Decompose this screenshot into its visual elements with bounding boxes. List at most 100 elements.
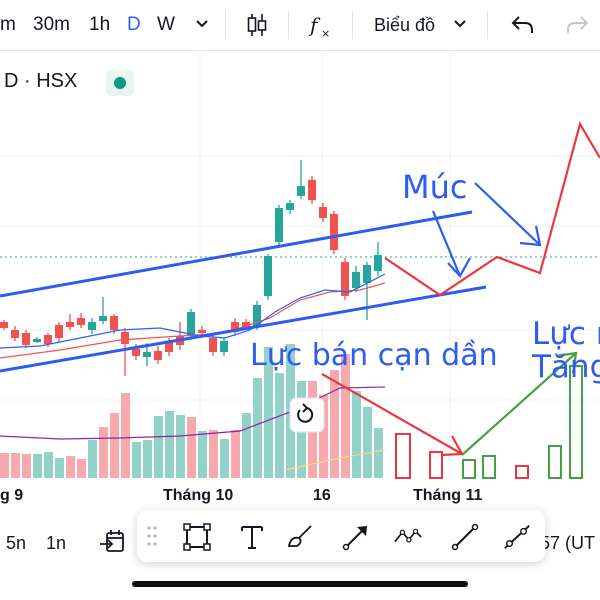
x-axis-label: Tháng 10 bbox=[163, 487, 234, 504]
candle-body bbox=[132, 349, 140, 356]
candle-body bbox=[275, 208, 283, 242]
candle-body bbox=[352, 272, 360, 288]
undo-icon[interactable] bbox=[510, 14, 536, 36]
indicator-line bbox=[284, 449, 386, 471]
candle-body bbox=[231, 322, 239, 332]
path-tool-icon[interactable] bbox=[393, 522, 423, 552]
volume-bar bbox=[44, 452, 53, 478]
channel-lower-trendline[interactable] bbox=[0, 285, 487, 373]
volume-bar bbox=[330, 370, 339, 478]
reset-chart-button[interactable] bbox=[289, 397, 325, 433]
annotation-buying-line1[interactable]: Lực m bbox=[532, 316, 600, 352]
ray-tool-icon[interactable] bbox=[502, 522, 532, 552]
candle-body bbox=[374, 255, 382, 271]
candle-body bbox=[341, 262, 349, 296]
volume-bar bbox=[242, 413, 251, 478]
toolbar-divider bbox=[487, 11, 488, 39]
brush-tool-icon[interactable] bbox=[285, 522, 315, 552]
volume-bar bbox=[22, 454, 31, 478]
status-dot-icon bbox=[114, 77, 126, 89]
volume-bar bbox=[99, 427, 108, 478]
timezone-label[interactable]: 57 (UT bbox=[540, 533, 596, 553]
toolbar-divider bbox=[225, 11, 226, 39]
candle-body bbox=[253, 305, 261, 327]
volume-bar bbox=[11, 453, 20, 478]
candle-body bbox=[88, 322, 96, 330]
moving-average-fast bbox=[0, 273, 386, 349]
volume-bar bbox=[319, 395, 328, 478]
annotation-muc[interactable]: Múc bbox=[402, 168, 468, 206]
volume-bar bbox=[121, 393, 130, 478]
candle-body bbox=[55, 325, 63, 338]
arrow-tool-icon[interactable] bbox=[341, 522, 371, 552]
candlestick-icon[interactable] bbox=[245, 12, 269, 38]
x-axis-label: Tháng 11 bbox=[413, 487, 483, 504]
fx-icon[interactable]: f × bbox=[308, 12, 334, 40]
chevron-down-icon[interactable] bbox=[452, 18, 468, 30]
volume-bar bbox=[363, 407, 372, 478]
svg-text:×: × bbox=[321, 27, 330, 40]
home-indicator bbox=[132, 581, 468, 587]
candle-body bbox=[11, 330, 19, 338]
volume-bar bbox=[132, 442, 141, 478]
volume-bar bbox=[154, 416, 163, 478]
redo-icon[interactable] bbox=[564, 14, 590, 36]
candle-body bbox=[363, 265, 371, 283]
price-chart[interactable] bbox=[0, 51, 600, 480]
candle-body bbox=[0, 322, 8, 328]
volume-bar bbox=[341, 354, 350, 478]
volume-bar bbox=[143, 440, 152, 478]
candle-body bbox=[297, 186, 305, 196]
candle-body bbox=[165, 341, 173, 352]
projection-path[interactable] bbox=[384, 121, 600, 297]
candle-body bbox=[22, 333, 30, 345]
x-axis-label: 16 bbox=[313, 487, 331, 504]
candle-body bbox=[66, 322, 74, 327]
candle-body bbox=[286, 203, 294, 210]
volume-bar bbox=[187, 417, 196, 478]
interval-30m[interactable]: 30m bbox=[33, 14, 70, 35]
volume-bar bbox=[198, 431, 207, 478]
drag-handle-icon[interactable] bbox=[145, 524, 159, 548]
volume-bar bbox=[165, 411, 174, 478]
market-status-indicator bbox=[106, 70, 134, 96]
volume-bar bbox=[209, 430, 218, 478]
annotation-selling-exhaustion[interactable]: Lực bán cạn dần bbox=[250, 338, 498, 373]
drawing-toolbar bbox=[137, 510, 545, 562]
candle-body bbox=[110, 316, 118, 330]
candle-body bbox=[242, 322, 250, 327]
volume-bar bbox=[77, 459, 86, 478]
volume-bar bbox=[374, 428, 383, 478]
interval-1h[interactable]: 1h bbox=[89, 14, 111, 35]
interval-day[interactable]: D bbox=[127, 14, 141, 35]
reset-icon bbox=[297, 403, 314, 423]
candle-body bbox=[319, 207, 327, 218]
rectangle-tool-icon[interactable] bbox=[182, 522, 212, 552]
candlesticks bbox=[0, 160, 382, 376]
candle-body bbox=[121, 332, 129, 344]
symbol-label[interactable]: D · HSX bbox=[4, 70, 78, 92]
volume-bar bbox=[33, 454, 42, 478]
volume-bar bbox=[220, 439, 229, 478]
range-1-year[interactable]: 1n bbox=[46, 533, 67, 553]
buy-arrow-1[interactable] bbox=[431, 210, 471, 278]
interval-week[interactable]: W bbox=[157, 14, 175, 35]
volume-average-line bbox=[0, 386, 386, 440]
interval-minutes-partial[interactable]: m bbox=[0, 14, 16, 35]
annotation-buying-line2[interactable]: Tăng bbox=[532, 349, 600, 385]
buy-arrow-2[interactable] bbox=[474, 182, 542, 247]
candle-body bbox=[33, 339, 41, 342]
range-5-years[interactable]: 5n bbox=[6, 533, 27, 553]
calendar-arrow-icon[interactable] bbox=[98, 528, 126, 556]
candle-body bbox=[209, 338, 217, 352]
candle-body bbox=[143, 352, 151, 357]
candle-body bbox=[220, 341, 228, 352]
text-tool-icon[interactable] bbox=[237, 522, 267, 552]
channel-upper-trendline[interactable] bbox=[0, 210, 473, 298]
candle-body bbox=[99, 316, 107, 321]
trend-line-tool-icon[interactable] bbox=[450, 522, 480, 552]
volume-bar bbox=[110, 413, 119, 478]
candle-body bbox=[198, 330, 206, 333]
chevron-down-icon[interactable] bbox=[194, 18, 210, 30]
chart-type-menu[interactable]: Biểu đồ bbox=[374, 15, 436, 35]
